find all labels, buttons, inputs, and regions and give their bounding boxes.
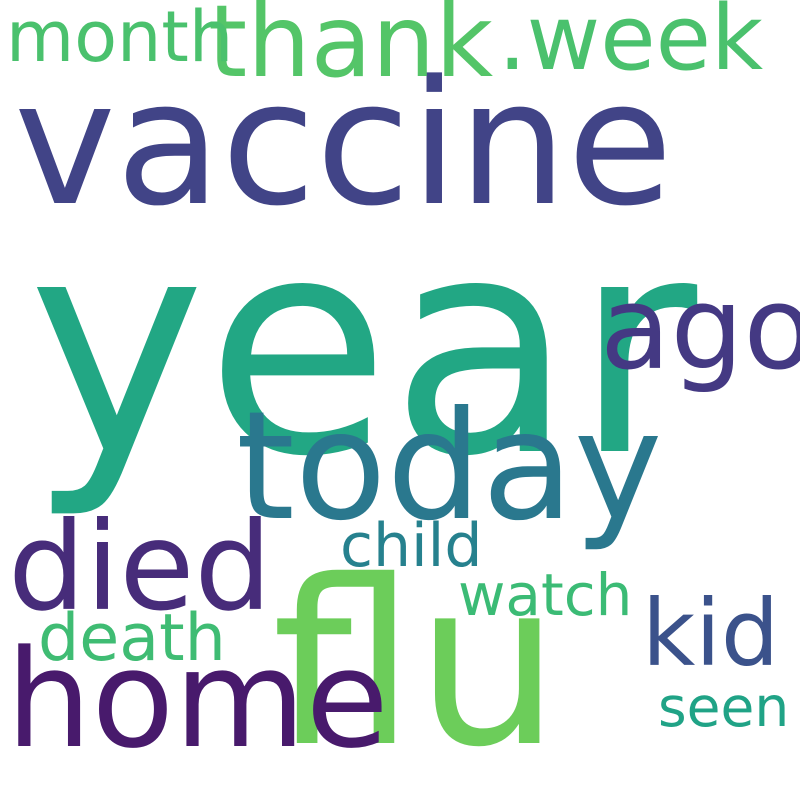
word-week: .week bbox=[498, 0, 764, 91]
word-flu: flu bbox=[272, 531, 561, 797]
word-thank: thank bbox=[208, 0, 494, 100]
word-watch: watch bbox=[458, 561, 633, 629]
word-death: death bbox=[38, 601, 226, 676]
word-month: month bbox=[6, 0, 234, 78]
word-home: home bbox=[6, 621, 389, 778]
word-ago: ago bbox=[600, 262, 800, 396]
word-died: died bbox=[8, 496, 272, 638]
word-kid: kid bbox=[642, 580, 780, 687]
word-vaccine: vaccine bbox=[14, 43, 673, 244]
word-year: year bbox=[28, 173, 698, 522]
word-child: child bbox=[340, 511, 483, 581]
word-seen: seen bbox=[658, 675, 790, 739]
word-today: today bbox=[236, 380, 663, 554]
